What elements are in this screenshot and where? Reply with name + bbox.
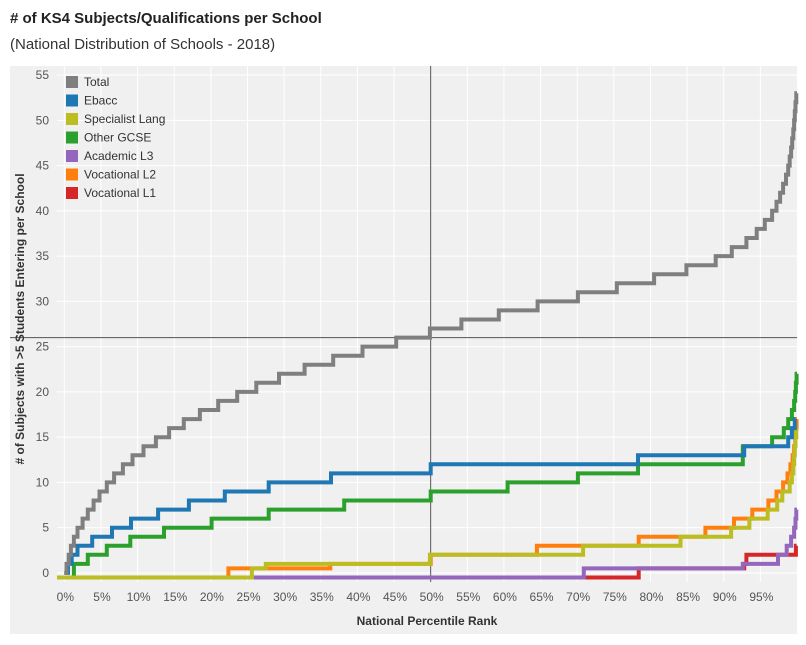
x-tick-label: 5% xyxy=(93,590,111,604)
x-tick-label: 60% xyxy=(493,590,517,604)
x-axis-ticks: 0% 5% 10% 15% 20% 25% 30% 35% 40% 45% 50% 55% 60% 65%… xyxy=(57,590,774,604)
y-tick-label: 50 xyxy=(36,113,50,127)
series-line-specialist-lang xyxy=(57,426,799,580)
legend-label-other-gcse: Other GCSE xyxy=(84,131,151,145)
legend-label-academic-l3: Academic L3 xyxy=(84,149,154,163)
chart-title: # of KS4 Subjects/Qualifications per Sch… xyxy=(10,10,322,27)
x-tick-label: 80% xyxy=(639,590,663,604)
legend-label-vocational-l2: Vocational L2 xyxy=(84,168,156,182)
x-tick-label: 50% xyxy=(420,590,444,604)
x-tick-label: 25% xyxy=(236,590,260,604)
x-tick-label: 10% xyxy=(127,590,151,604)
y-tick-label: 40 xyxy=(36,204,50,218)
y-tick-label: 55 xyxy=(36,68,50,82)
y-tick-label: 30 xyxy=(36,294,50,308)
series-line-ebacc xyxy=(64,417,797,575)
x-tick-label: 35% xyxy=(310,590,334,604)
legend-swatch-vocational-l1 xyxy=(66,187,78,199)
x-tick-label: 15% xyxy=(163,590,187,604)
legend: Total Ebacc Specialist Lang Other GCSE Acade… xyxy=(66,75,165,200)
legend-label-vocational-l1: Vocational L1 xyxy=(84,186,156,200)
legend-swatch-vocational-l2 xyxy=(66,168,78,181)
y-tick-label: 5 xyxy=(42,521,49,535)
y-tick-label: 15 xyxy=(36,430,50,444)
legend-swatch-specialist-lang xyxy=(66,113,78,125)
x-tick-label: 75% xyxy=(603,590,627,604)
legend-label-ebacc: Ebacc xyxy=(84,94,117,108)
x-tick-label: 45% xyxy=(383,590,407,604)
x-tick-label: 30% xyxy=(273,590,297,604)
y-tick-label: 10 xyxy=(36,475,50,489)
series-line-total xyxy=(64,91,799,575)
legend-swatch-ebacc xyxy=(66,94,78,107)
x-tick-label: 65% xyxy=(530,590,554,604)
legend-label-specialist-lang: Specialist Lang xyxy=(84,112,165,126)
x-tick-label: 95% xyxy=(749,590,773,604)
x-tick-label: 20% xyxy=(200,590,224,604)
y-tick-label: 20 xyxy=(36,385,50,399)
legend-swatch-other-gcse xyxy=(66,131,78,144)
plot-background xyxy=(10,66,797,634)
x-tick-label: 55% xyxy=(456,590,480,604)
x-tick-label: 0% xyxy=(57,590,75,604)
y-tick-label: 0 xyxy=(42,566,49,580)
y-axis-label: # of Subjects with >5 Students Entering … xyxy=(13,173,27,464)
legend-swatch-total xyxy=(66,76,78,88)
y-axis-ticks: 0 5 10 15 20 25 30 35 40 45 50 55 xyxy=(36,68,50,580)
x-tick-label: 40% xyxy=(346,590,370,604)
series-lines xyxy=(57,91,799,580)
y-tick-label: 45 xyxy=(36,159,50,173)
plot-area xyxy=(10,66,797,634)
legend-swatch-academic-l3 xyxy=(66,150,78,162)
chart-subtitle: (National Distribution of Schools - 2018… xyxy=(10,36,276,53)
series-line-other-gcse xyxy=(64,371,799,580)
legend-label-total: Total xyxy=(84,75,109,89)
x-axis-label: National Percentile Rank xyxy=(357,614,498,628)
series-line-academic-l3 xyxy=(57,507,799,580)
gridlines xyxy=(57,66,797,582)
y-tick-label: 25 xyxy=(36,340,50,354)
x-tick-label: 70% xyxy=(566,590,590,604)
x-tick-label: 90% xyxy=(713,590,737,604)
y-tick-label: 35 xyxy=(36,249,50,263)
x-tick-label: 85% xyxy=(676,590,700,604)
